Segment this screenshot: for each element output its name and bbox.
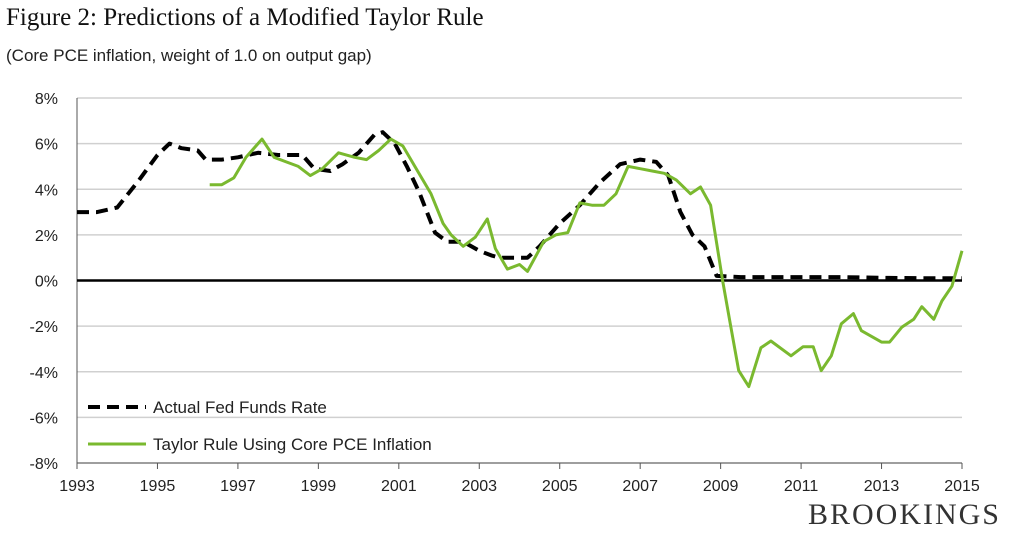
y-tick-label: 0% (35, 274, 58, 291)
y-tick-label: 6% (35, 137, 58, 154)
y-tick-label: -8% (30, 456, 58, 473)
chart-subtitle: (Core PCE inflation, weight of 1.0 on ou… (6, 46, 372, 65)
y-tick-label: -6% (30, 410, 58, 427)
legend-label: Taylor Rule Using Core PCE Inflation (153, 435, 432, 454)
x-tick-label: 2015 (944, 478, 980, 495)
series-line-1 (209, 137, 964, 389)
x-tick-label: 2011 (784, 478, 819, 495)
chart-title: Figure 2: Predictions of a Modified Tayl… (6, 4, 484, 31)
x-tick-label: 1999 (301, 478, 337, 495)
x-tick-label: 2003 (461, 478, 497, 495)
y-tick-label: 8% (35, 91, 58, 108)
x-tick-label: 1995 (140, 478, 176, 495)
y-tick-label: 4% (35, 182, 58, 199)
x-tick-label: 1993 (59, 478, 95, 495)
x-tick-label: 2005 (542, 478, 578, 495)
x-tick-label: 1997 (220, 478, 256, 495)
brookings-logo: BROOKINGS (807, 498, 1001, 531)
x-tick-label: 2009 (703, 478, 739, 495)
x-tick-label: 2013 (864, 478, 900, 495)
x-tick-label: 2007 (622, 478, 658, 495)
y-tick-label: 2% (35, 228, 58, 245)
x-tick-label: 2001 (381, 478, 417, 495)
legend-label: Actual Fed Funds Rate (153, 398, 327, 417)
y-tick-label: -2% (30, 319, 58, 336)
y-tick-label: -4% (30, 365, 58, 382)
series-line-0 (77, 130, 962, 281)
